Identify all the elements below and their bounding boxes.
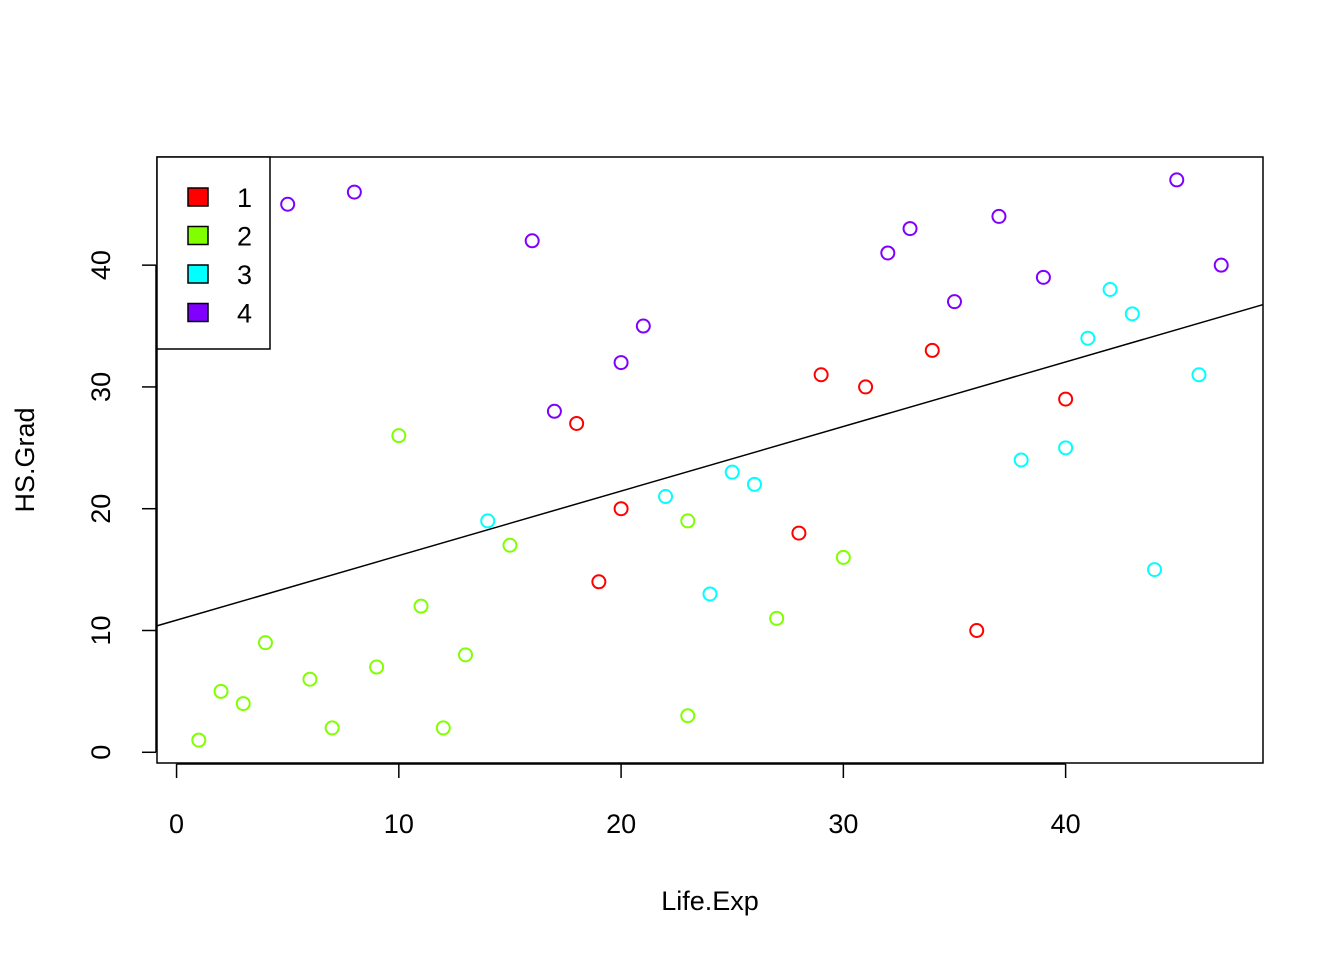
- data-point-cluster-3: [746, 476, 762, 492]
- data-point-cluster-3: [1013, 452, 1029, 468]
- data-point-cluster-2: [680, 708, 696, 724]
- data-point-cluster-4: [613, 355, 629, 371]
- data-point-cluster-2: [191, 732, 207, 748]
- data-point-cluster-4: [524, 233, 540, 249]
- x-tick-label: 40: [1051, 809, 1081, 839]
- data-point-cluster-2: [324, 720, 340, 736]
- y-tick-label: 10: [86, 615, 116, 645]
- data-point-cluster-1: [924, 342, 940, 358]
- legend-label: 3: [237, 260, 252, 290]
- data-point-cluster-3: [1058, 440, 1074, 456]
- data-point-cluster-4: [1213, 257, 1229, 273]
- data-point-cluster-3: [724, 464, 740, 480]
- data-point-cluster-4: [991, 208, 1007, 224]
- data-point-cluster-2: [235, 696, 251, 712]
- x-axis-title: Life.Exp: [661, 886, 759, 916]
- data-point-cluster-1: [613, 501, 629, 517]
- data-point-cluster-3: [1080, 330, 1096, 346]
- data-point-cluster-2: [369, 659, 385, 675]
- legend-swatch: [187, 225, 209, 246]
- data-point-cluster-4: [1169, 172, 1185, 188]
- data-point-cluster-4: [280, 196, 296, 212]
- legend-swatch: [187, 187, 209, 207]
- legend-swatch: [187, 302, 209, 323]
- data-point-cluster-1: [813, 367, 829, 383]
- y-axis: 0 10 20 30 40: [86, 250, 157, 760]
- regression-line-group: [157, 303, 1263, 627]
- y-tick-label: 20: [86, 494, 116, 524]
- data-point-cluster-2: [413, 598, 429, 614]
- data-point-cluster-3: [702, 586, 718, 602]
- x-tick-label: 10: [384, 809, 414, 839]
- data-point-cluster-2: [257, 635, 273, 651]
- data-point-cluster-1: [791, 525, 807, 541]
- regression-line: [157, 303, 1263, 627]
- data-point-cluster-2: [769, 610, 785, 626]
- data-point-cluster-2: [302, 671, 318, 687]
- data-point-cluster-3: [480, 513, 496, 529]
- y-tick-label: 40: [86, 250, 116, 280]
- data-point-cluster-1: [858, 379, 874, 395]
- plot-box: [156, 156, 1264, 764]
- x-tick-label: 0: [169, 809, 184, 839]
- legend-label: 1: [237, 183, 252, 213]
- y-tick-label: 0: [86, 745, 116, 760]
- data-point-cluster-1: [1058, 391, 1074, 407]
- data-point-cluster-4: [346, 184, 362, 200]
- data-point-cluster-4: [1035, 269, 1051, 285]
- data-point-cluster-4: [880, 245, 896, 261]
- data-point-cluster-1: [569, 415, 585, 431]
- data-point-cluster-3: [1102, 282, 1118, 298]
- legend-label: 4: [237, 299, 252, 329]
- data-point-cluster-2: [835, 549, 851, 565]
- x-tick-label: 30: [828, 809, 858, 839]
- data-point-cluster-2: [680, 513, 696, 529]
- data-point-cluster-2: [502, 537, 518, 553]
- data-point-cluster-2: [391, 428, 407, 444]
- data-point-cluster-3: [1191, 367, 1207, 383]
- data-point-cluster-2: [435, 720, 451, 736]
- data-point-cluster-1: [969, 622, 985, 638]
- y-tick-label: 30: [86, 372, 116, 402]
- data-point-cluster-2: [458, 647, 474, 663]
- data-point-cluster-2: [213, 683, 229, 699]
- data-point-cluster-1: [591, 574, 607, 590]
- y-axis-title: HS.Grad: [10, 407, 40, 512]
- data-point-cluster-4: [546, 403, 562, 419]
- data-points: [191, 172, 1229, 748]
- data-point-cluster-3: [1124, 306, 1140, 322]
- data-point-cluster-3: [658, 489, 674, 505]
- data-point-cluster-3: [1147, 562, 1163, 578]
- data-point-cluster-4: [902, 221, 918, 237]
- legend-swatch: [187, 264, 209, 284]
- x-axis: 0 10 20 30 40: [169, 763, 1081, 839]
- x-tick-label: 20: [606, 809, 636, 839]
- legend-label: 2: [237, 222, 252, 252]
- data-point-cluster-4: [946, 294, 962, 310]
- data-point-cluster-4: [635, 318, 651, 334]
- legend-box: [156, 156, 271, 350]
- legend: 1 2 3 4: [156, 156, 271, 350]
